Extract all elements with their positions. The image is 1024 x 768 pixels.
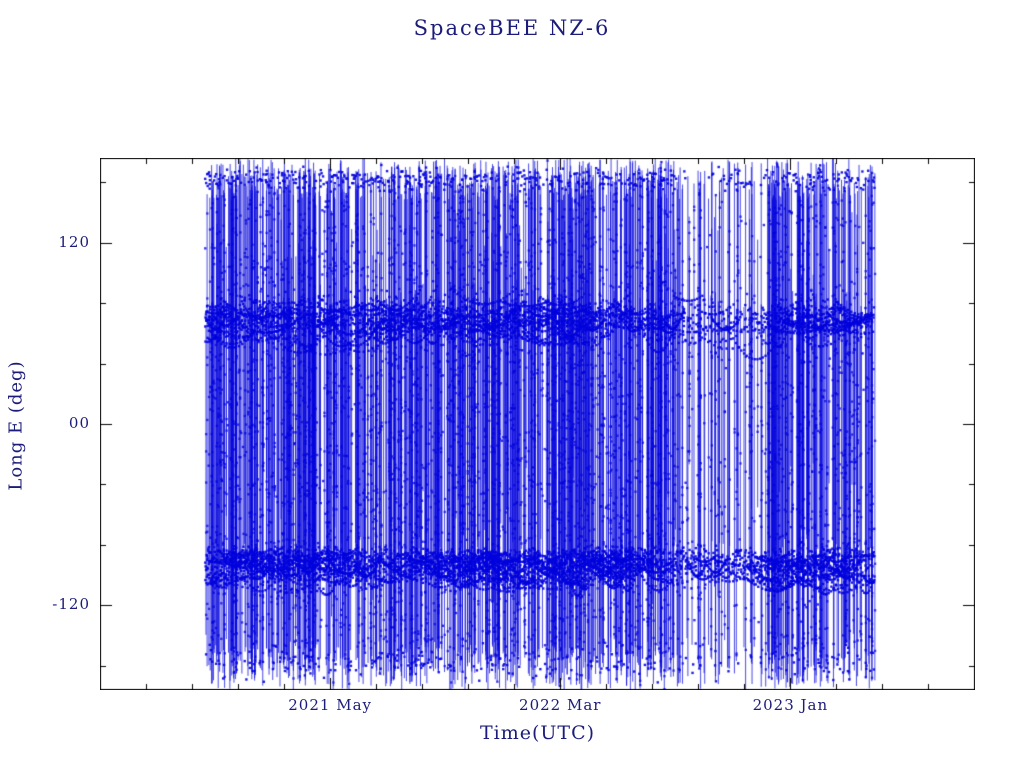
chart-title: SpaceBEE NZ-6	[413, 16, 611, 40]
y-tick-label: 120	[58, 232, 90, 251]
x-tick-label: 2022 Mar	[519, 696, 602, 714]
y-tick-label: 00	[68, 414, 90, 432]
x-tick-label: 2021 May	[288, 696, 372, 714]
x-axis-label: Time(UTC)	[479, 722, 596, 744]
plot-canvas	[100, 158, 975, 690]
y-tick-label: -120	[52, 595, 90, 614]
x-tick-label: 2023 Jan	[752, 696, 829, 714]
